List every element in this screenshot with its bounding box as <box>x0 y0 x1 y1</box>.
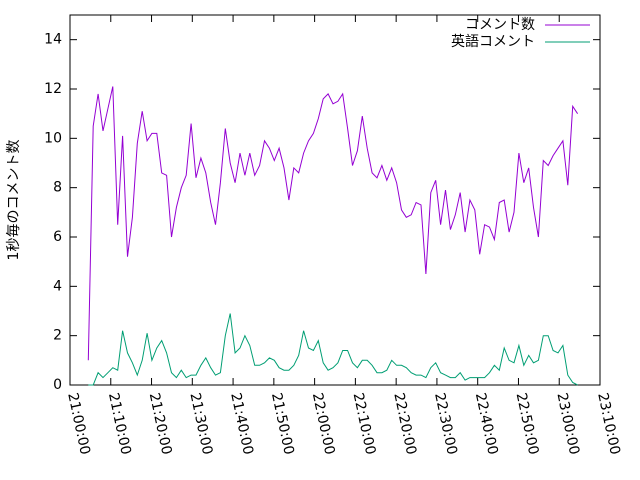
x-tick-label: 21:40:00 <box>227 391 256 456</box>
y-tick-label: 2 <box>53 328 62 344</box>
y-tick-label: 0 <box>53 377 62 393</box>
legend-label: コメント数 <box>465 17 535 33</box>
x-tick-label: 21:00:00 <box>64 391 93 456</box>
y-tick-label: 6 <box>53 229 62 245</box>
x-tick-label: 22:00:00 <box>309 391 338 456</box>
x-tick-label: 22:10:00 <box>350 391 379 456</box>
x-tick-label: 23:00:00 <box>553 391 582 456</box>
x-tick-label: 22:50:00 <box>513 391 542 456</box>
y-tick-label: 4 <box>53 278 62 294</box>
x-tick-label: 22:40:00 <box>472 391 501 456</box>
x-tick-label: 22:30:00 <box>431 391 460 456</box>
y-tick-label: 14 <box>44 32 62 48</box>
series-line <box>88 313 578 386</box>
x-tick-label: 21:10:00 <box>105 391 134 456</box>
y-tick-label: 10 <box>44 130 62 146</box>
x-tick-label: 21:30:00 <box>186 391 215 456</box>
y-tick-label: 8 <box>53 180 62 196</box>
x-tick-label: 23:10:00 <box>594 391 623 456</box>
x-tick-label: 21:20:00 <box>146 391 175 456</box>
x-tick-label: 21:50:00 <box>268 391 297 456</box>
y-tick-label: 12 <box>44 81 62 97</box>
legend-label: 英語コメント <box>451 33 535 50</box>
x-tick-label: 22:20:00 <box>390 391 419 456</box>
plot-border <box>69 14 601 386</box>
series-line <box>87 86 579 361</box>
y-axis-label: 1秒毎のコメント数 <box>6 140 22 261</box>
